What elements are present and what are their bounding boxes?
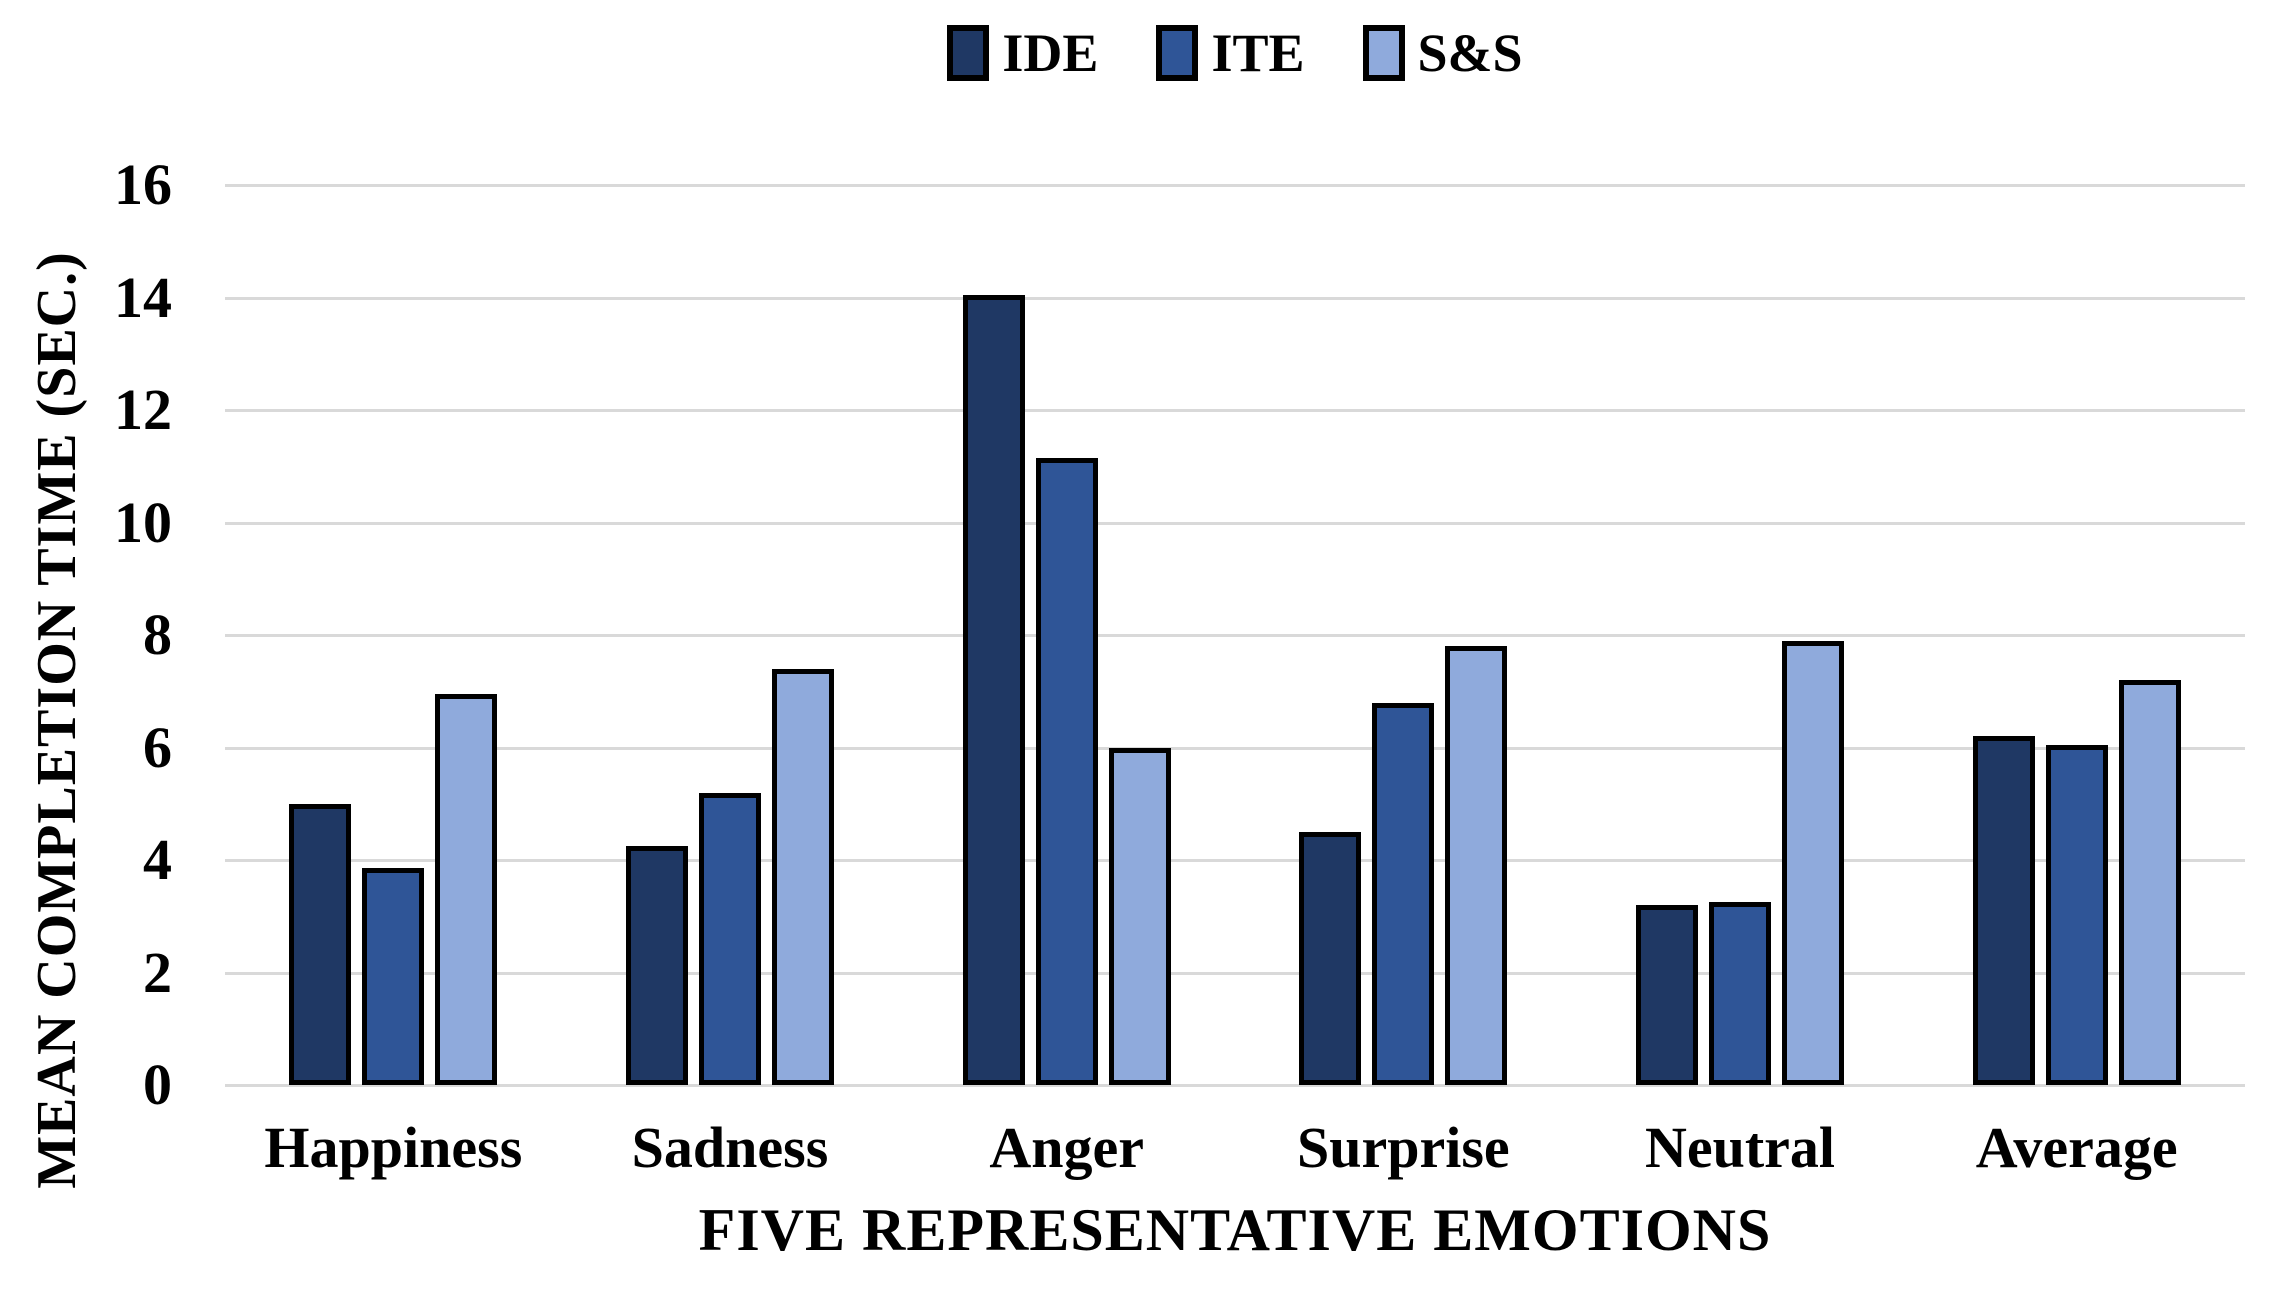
bar-ite-anger xyxy=(1035,457,1098,1085)
gridline xyxy=(225,1084,2245,1087)
plot-area xyxy=(225,184,2245,1087)
y-tick-label: 12 xyxy=(114,377,172,442)
bar-ss-surprise xyxy=(1445,646,1508,1085)
chart-legend: IDE ITE S&S xyxy=(225,18,2245,88)
bar-group xyxy=(1235,185,1572,1085)
legend-item-ide: IDE xyxy=(947,25,1098,81)
gridline xyxy=(225,409,2245,412)
legend-item-ss: S&S xyxy=(1362,23,1523,83)
legend-label: ITE xyxy=(1211,23,1305,83)
legend-swatch-icon xyxy=(1362,25,1405,81)
legend-swatch-icon xyxy=(947,25,990,81)
bar-ite-average xyxy=(2045,744,2108,1085)
bar-ss-average xyxy=(2118,680,2181,1085)
bar-ss-happiness xyxy=(435,694,498,1085)
bar-group xyxy=(1908,185,2245,1085)
legend-label: S&S xyxy=(1417,23,1523,83)
bar-group xyxy=(898,185,1235,1085)
gridline xyxy=(225,521,2245,525)
bar-ss-sadness xyxy=(771,668,834,1085)
x-axis-title: FIVE REPRESENTATIVE EMOTIONS xyxy=(698,1197,1772,1263)
category-label: Average xyxy=(1975,1115,2178,1180)
y-tick-label: 8 xyxy=(143,602,172,667)
category-label: Happiness xyxy=(264,1115,523,1180)
y-tick-label: 16 xyxy=(114,152,172,217)
bar-ide-surprise xyxy=(1299,831,1362,1085)
bar-ss-neutral xyxy=(1781,640,1844,1085)
y-axis-tick-labels: 0 2 4 6 8 10 12 14 16 xyxy=(0,0,172,1299)
bar-ide-happiness xyxy=(289,803,352,1085)
y-tick-label: 10 xyxy=(114,489,172,555)
bar-ite-neutral xyxy=(1708,902,1771,1085)
category-label: Sadness xyxy=(631,1115,829,1180)
y-tick-label: 2 xyxy=(143,939,172,1005)
y-tick-label: 0 xyxy=(143,1052,172,1117)
x-category-labels: Happiness Sadness Anger Surprise Neutral Aver… xyxy=(225,1112,2245,1184)
y-tick-label: 4 xyxy=(143,827,172,892)
bar-ite-sadness xyxy=(698,792,761,1085)
gridline xyxy=(225,184,2245,187)
gridline xyxy=(225,296,2245,300)
gridline xyxy=(225,859,2245,862)
bar-ide-average xyxy=(1972,736,2035,1085)
gridline xyxy=(225,634,2245,637)
y-tick-label: 6 xyxy=(143,714,172,780)
gridline xyxy=(225,971,2245,975)
legend-swatch-icon xyxy=(1156,25,1199,81)
legend-item-ite: ITE xyxy=(1156,23,1305,83)
gridline xyxy=(225,746,2245,750)
category-label: Surprise xyxy=(1296,1115,1510,1180)
y-tick-label: 14 xyxy=(114,264,172,330)
bar-ite-surprise xyxy=(1372,702,1435,1085)
bar-ite-happiness xyxy=(362,868,425,1085)
bar-group xyxy=(1572,185,1909,1085)
bar-ide-neutral xyxy=(1635,905,1698,1085)
category-label: Neutral xyxy=(1644,1115,1836,1180)
bar-group xyxy=(225,185,562,1085)
bar-ss-anger xyxy=(1108,747,1171,1085)
bar-ide-anger xyxy=(962,294,1025,1085)
bar-group xyxy=(562,185,899,1085)
legend-label: IDE xyxy=(1002,23,1099,83)
bar-ide-sadness xyxy=(625,845,688,1085)
category-label: Anger xyxy=(989,1115,1144,1180)
